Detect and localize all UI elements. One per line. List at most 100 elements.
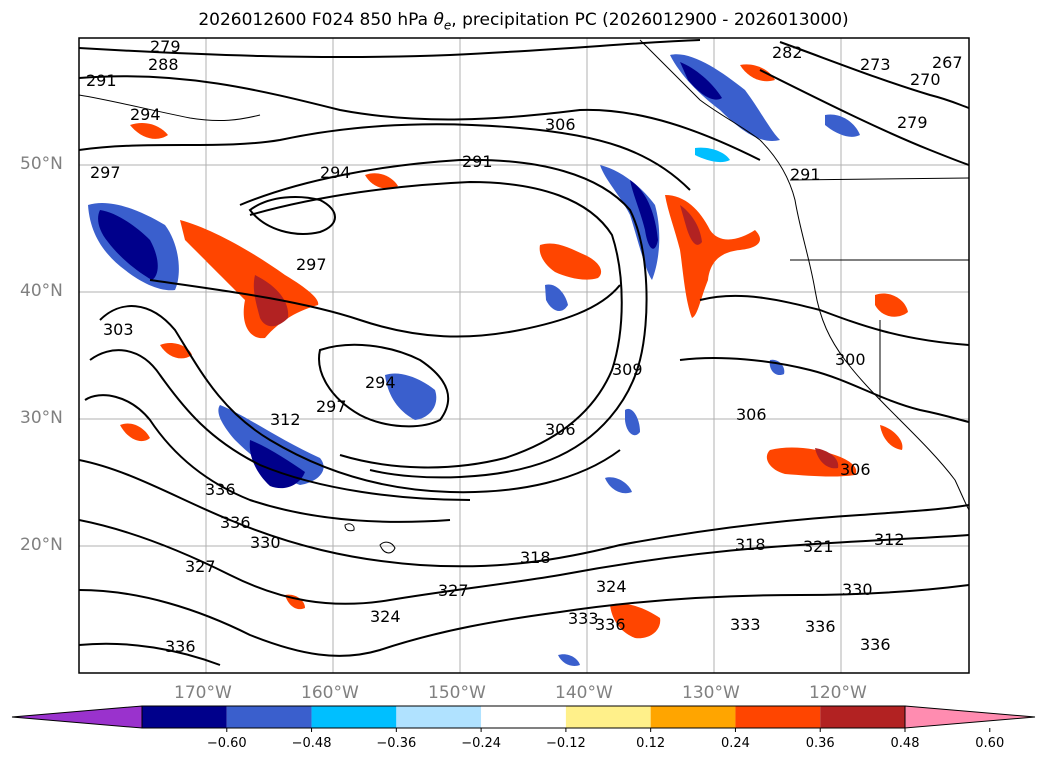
contour-label: 324 <box>370 607 401 626</box>
colorbar-segment <box>565 706 651 728</box>
contour-label: 279 <box>897 113 928 132</box>
colorbar-segment <box>226 706 312 728</box>
colorbar-tick-label: −0.24 <box>461 736 502 751</box>
precip-neg-patch <box>605 477 632 494</box>
contour-line <box>699 294 969 346</box>
contour-label: 333 <box>568 609 599 628</box>
contour-label: 291 <box>86 71 117 90</box>
contour-label: 336 <box>205 480 236 499</box>
precip-pos-patch <box>880 425 903 450</box>
contour-line <box>248 196 336 235</box>
lat-label-30n: 30°N <box>20 408 63 428</box>
contour-label: 288 <box>148 55 179 74</box>
contour-line <box>79 519 969 605</box>
contour-labels: 279 288 291 294 297 291 294 306 291 297 … <box>86 37 963 656</box>
precip-neg-patch <box>625 408 640 436</box>
island <box>379 541 396 554</box>
contour-line <box>149 279 621 338</box>
contour-label: 294 <box>365 373 396 392</box>
colorbar-extend-high <box>904 705 1036 729</box>
contour-line <box>759 69 969 166</box>
coastline <box>639 39 969 511</box>
contour-label: 330 <box>250 533 281 552</box>
contour-line <box>779 41 969 109</box>
precip-pos-patch <box>365 173 398 189</box>
contour-label: 336 <box>220 513 251 532</box>
lon-label-140w: 140°W <box>555 683 613 703</box>
contour-label: 273 <box>860 55 891 74</box>
colorbar <box>11 705 1036 732</box>
contour-line <box>84 394 451 523</box>
precip-pos-patch <box>815 448 839 469</box>
precip-pos-patch <box>875 293 908 317</box>
contour-label: 297 <box>296 255 327 274</box>
contour-line <box>239 158 648 479</box>
colorbar-tick-label: 0.24 <box>720 736 750 751</box>
precip-neg-patch <box>558 654 580 666</box>
contour-label: 294 <box>320 163 351 182</box>
colorbar-segment <box>311 706 397 728</box>
contour-line <box>79 584 969 657</box>
contour-label: 336 <box>595 615 626 634</box>
precip-neg-patch <box>680 62 722 100</box>
colorbar-segment <box>481 706 566 728</box>
lat-label-50n: 50°N <box>20 154 63 174</box>
contour-label: 291 <box>462 152 493 171</box>
precip-neg-patch <box>98 210 158 280</box>
graticule <box>79 38 969 673</box>
contour-label: 312 <box>874 530 905 549</box>
contour-line <box>79 75 761 161</box>
precip-pos-patch <box>253 275 289 327</box>
colorbar-tick-label: −0.12 <box>545 736 586 751</box>
colorbar-segment <box>650 706 736 728</box>
precip-neg-patch <box>825 114 860 137</box>
lon-label-170w: 170°W <box>174 683 232 703</box>
contour-label: 306 <box>545 115 576 134</box>
precip-neg-patch <box>600 165 660 280</box>
colorbar-tick-label: 0.12 <box>636 736 666 751</box>
colorbar-segment <box>142 706 227 728</box>
precip-pos-patch <box>680 205 702 245</box>
precip-shading <box>88 54 908 666</box>
contour-label: 327 <box>185 557 216 576</box>
theta-e-contours <box>79 39 969 666</box>
precip-pos-patch <box>130 123 168 139</box>
contour-label: 267 <box>932 53 963 72</box>
title-theta: θ <box>433 10 444 30</box>
contour-label: 336 <box>860 635 891 654</box>
lon-label-130w: 130°W <box>682 683 740 703</box>
lon-label-120w: 120°W <box>809 683 867 703</box>
precip-neg-patch <box>545 284 568 312</box>
contour-line <box>318 343 450 428</box>
map-contents: 279 288 291 294 297 291 294 306 291 297 … <box>79 37 969 673</box>
colorbar-extend-low <box>11 705 143 729</box>
contour-label: 333 <box>730 615 761 634</box>
title-prefix: 2026012600 F024 850 hPa <box>198 10 434 30</box>
colorbar-tick-label: 0.60 <box>975 736 1005 751</box>
precip-neg-patch <box>385 373 437 420</box>
contour-line <box>79 642 221 666</box>
precip-neg-patch <box>218 405 324 485</box>
contour-label: 282 <box>772 43 803 62</box>
contour-label: 327 <box>438 581 469 600</box>
contour-label: 300 <box>835 350 866 369</box>
contour-label: 270 <box>910 70 941 89</box>
contour-label: 336 <box>165 637 196 656</box>
lon-label-150w: 150°W <box>428 683 486 703</box>
lat-label-20n: 20°N <box>20 535 63 555</box>
colorbar-frame <box>141 705 906 729</box>
contour-line <box>99 305 621 494</box>
contour-label: 306 <box>736 405 767 424</box>
contour-label: 324 <box>596 577 627 596</box>
contour-label: 306 <box>840 460 871 479</box>
colorbar-tick-label: −0.36 <box>376 736 417 751</box>
contour-label: 279 <box>150 37 181 56</box>
contour-label: 303 <box>103 320 134 339</box>
contour-line <box>679 357 969 423</box>
lon-label-160w: 160°W <box>301 683 359 703</box>
contour-label: 294 <box>130 105 161 124</box>
contour-label: 330 <box>842 580 873 599</box>
contour-line <box>79 123 691 191</box>
colorbar-tick-label: −0.60 <box>206 736 247 751</box>
